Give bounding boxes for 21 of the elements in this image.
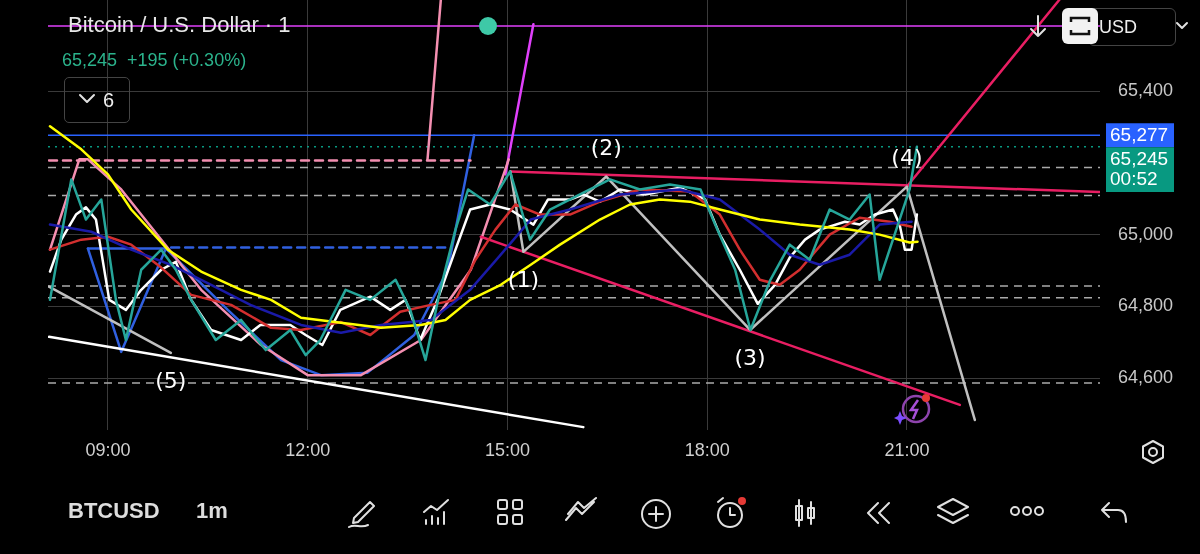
text: 00:52 xyxy=(1106,168,1174,192)
annotation: (2) xyxy=(590,135,622,161)
x-tick-label: 15:00 xyxy=(484,439,530,460)
text: BTCUSD xyxy=(68,498,160,524)
annotation: (3) xyxy=(734,344,766,370)
x-tick-label: 21:00 xyxy=(884,439,930,460)
y-tick-label: 65,000 xyxy=(1118,223,1174,244)
x-tick-label: 18:00 xyxy=(684,439,730,460)
annotation: USD xyxy=(1088,8,1176,46)
x-tick-label: 09:00 xyxy=(85,439,131,460)
y-tick-label: 64,800 xyxy=(1118,295,1174,316)
text: 65,245 +195 (+0.30%) xyxy=(62,50,247,71)
y-tick-label: 65,400 xyxy=(1118,80,1174,101)
text: 1m xyxy=(196,498,228,524)
x-tick-label: 12:00 xyxy=(285,439,331,460)
ref-line-label: 65,277 xyxy=(1110,123,1169,145)
y-tick-label: 64,600 xyxy=(1118,366,1174,387)
annotation: (5) xyxy=(155,367,187,393)
ref-line-label: 65,245 xyxy=(1110,147,1169,169)
annotation: (1) xyxy=(507,266,539,292)
annotation: 6 xyxy=(64,77,130,123)
